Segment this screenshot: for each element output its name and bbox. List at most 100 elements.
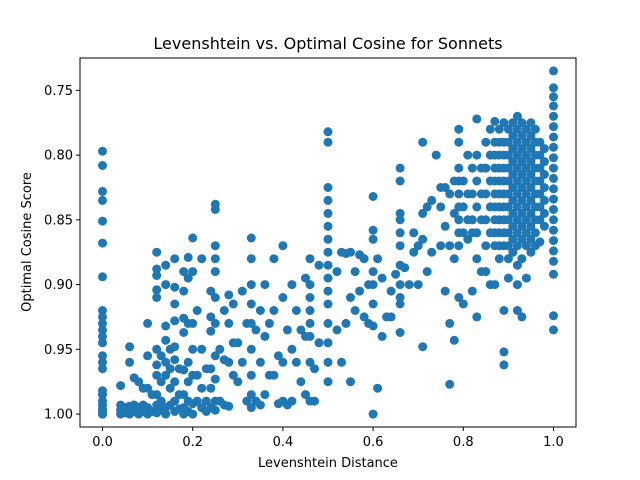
scatter-point — [436, 241, 446, 251]
scatter-point — [98, 409, 107, 419]
scatter-point — [409, 247, 419, 257]
scatter-point — [197, 344, 207, 354]
scatter-point — [422, 202, 432, 212]
scatter-point — [454, 124, 464, 134]
scatter-point — [192, 306, 202, 315]
scatter-point — [413, 280, 423, 290]
scatter-point — [323, 127, 333, 137]
scatter-point — [521, 189, 531, 199]
scatter-point — [210, 405, 220, 415]
scatter-point — [521, 150, 531, 160]
scatter-point — [210, 241, 220, 251]
scatter-point — [526, 144, 536, 154]
scatter-point — [539, 221, 549, 231]
scatter-point — [323, 338, 333, 348]
scatter-point — [512, 189, 522, 199]
scatter-point — [512, 228, 522, 238]
scatter-point — [201, 396, 211, 406]
scatter-point — [512, 260, 522, 270]
scatter-point — [98, 351, 107, 361]
scatter-point — [454, 189, 464, 199]
scatter-point — [499, 306, 509, 315]
scatter-point — [395, 328, 405, 337]
scatter-point — [188, 344, 198, 354]
scatter-point — [233, 377, 243, 387]
scatter-point — [503, 228, 513, 238]
scatter-point — [242, 396, 252, 406]
scatter-point — [521, 124, 531, 134]
scatter-point — [539, 183, 549, 192]
scatter-point — [143, 318, 153, 328]
scatter-point — [170, 254, 180, 264]
scatter-point — [255, 400, 265, 410]
scatter-point — [219, 306, 229, 315]
scatter-point — [549, 215, 558, 225]
scatter-point — [530, 124, 540, 134]
scatter-point — [183, 357, 193, 367]
scatter-point — [395, 163, 405, 173]
scatter-point — [98, 272, 107, 282]
scatter-point — [549, 325, 558, 335]
scatter-point — [206, 326, 216, 336]
scatter-point — [454, 137, 464, 147]
scatter-point — [517, 170, 527, 179]
scatter-point — [98, 331, 107, 341]
scatter-point — [98, 146, 107, 156]
scatter-point — [98, 318, 107, 328]
scatter-point — [278, 357, 288, 367]
scatter-point — [188, 409, 198, 419]
scatter-point — [499, 118, 509, 128]
scatter-point — [454, 293, 464, 302]
scatter-point — [260, 390, 270, 400]
scatter-point — [472, 228, 482, 238]
scatter-point — [535, 150, 545, 160]
scatter-point — [508, 144, 518, 154]
scatter-point — [224, 290, 234, 300]
scatter-point — [549, 246, 558, 256]
scatter-point — [368, 234, 378, 244]
scatter-point — [98, 325, 107, 335]
scatter-point — [526, 157, 536, 167]
scatter-point — [251, 325, 261, 335]
points-layer — [98, 66, 558, 419]
scatter-point — [549, 153, 558, 163]
scatter-point — [472, 202, 482, 212]
scatter-point — [535, 202, 545, 212]
scatter-point — [526, 183, 536, 192]
scatter-point — [508, 221, 518, 231]
scatter-point — [152, 370, 162, 380]
scatter-point — [503, 124, 513, 134]
scatter-point — [206, 312, 216, 322]
scatter-point — [323, 195, 333, 205]
scatter-point — [481, 163, 491, 173]
scatter-point — [549, 111, 558, 121]
scatter-point — [246, 318, 256, 328]
scatter-point — [549, 269, 558, 279]
scatter-point — [161, 321, 171, 331]
scatter-point — [549, 66, 558, 76]
scatter-point — [98, 390, 107, 400]
scatter-point — [179, 390, 189, 400]
scatter-point — [535, 137, 545, 147]
scatter-point — [152, 264, 162, 274]
scatter-point — [512, 163, 522, 173]
scatter-point — [210, 293, 220, 302]
scatter-point — [508, 183, 518, 192]
scatter-point — [188, 318, 198, 328]
scatter-point — [521, 176, 531, 186]
scatter-point — [206, 383, 216, 393]
scatter-point — [508, 234, 518, 244]
scatter-point — [323, 273, 333, 283]
scatter-point — [445, 189, 455, 199]
scatter-point — [170, 299, 180, 309]
scatter-point — [549, 142, 558, 152]
scatter-point — [418, 342, 428, 352]
scatter-point — [125, 342, 135, 352]
scatter-point — [305, 280, 315, 290]
scatter-point — [508, 208, 518, 218]
scatter-point — [368, 225, 378, 235]
scatter-point — [125, 357, 135, 367]
scatter-point — [503, 215, 513, 225]
scatter-point — [535, 163, 545, 173]
